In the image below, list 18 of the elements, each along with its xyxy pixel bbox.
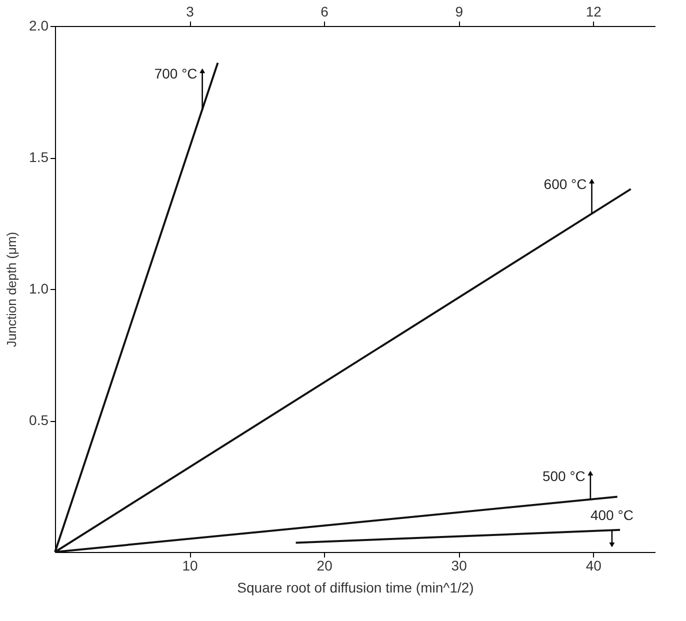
x-tick-label: 10: [182, 558, 198, 574]
x2-tick-label: 6: [320, 4, 329, 20]
x-tick-label: 40: [586, 558, 602, 574]
x-tick-label: 30: [451, 558, 468, 574]
x-axis-title: Square root of diffusion time (min^1/2): [237, 580, 474, 596]
y-tick-label: 2.0: [29, 18, 49, 34]
y-tick-label: 0.5: [29, 412, 49, 428]
x-tick-label: 20: [316, 558, 333, 574]
annotation: 600 °C: [544, 176, 587, 192]
annotation: 700 °C: [154, 66, 198, 82]
y-tick-label: 1.5: [29, 149, 49, 165]
y-tick-label: 1.0: [29, 280, 49, 296]
y-axis-title: Junction depth (μm): [4, 232, 20, 348]
x2-tick-label: 9: [455, 4, 464, 20]
x2-tick-label: 12: [586, 4, 602, 20]
x2-tick-label: 3: [186, 4, 194, 20]
annotation: 400 °C: [590, 507, 634, 524]
annotation: 500 °C: [542, 468, 586, 484]
